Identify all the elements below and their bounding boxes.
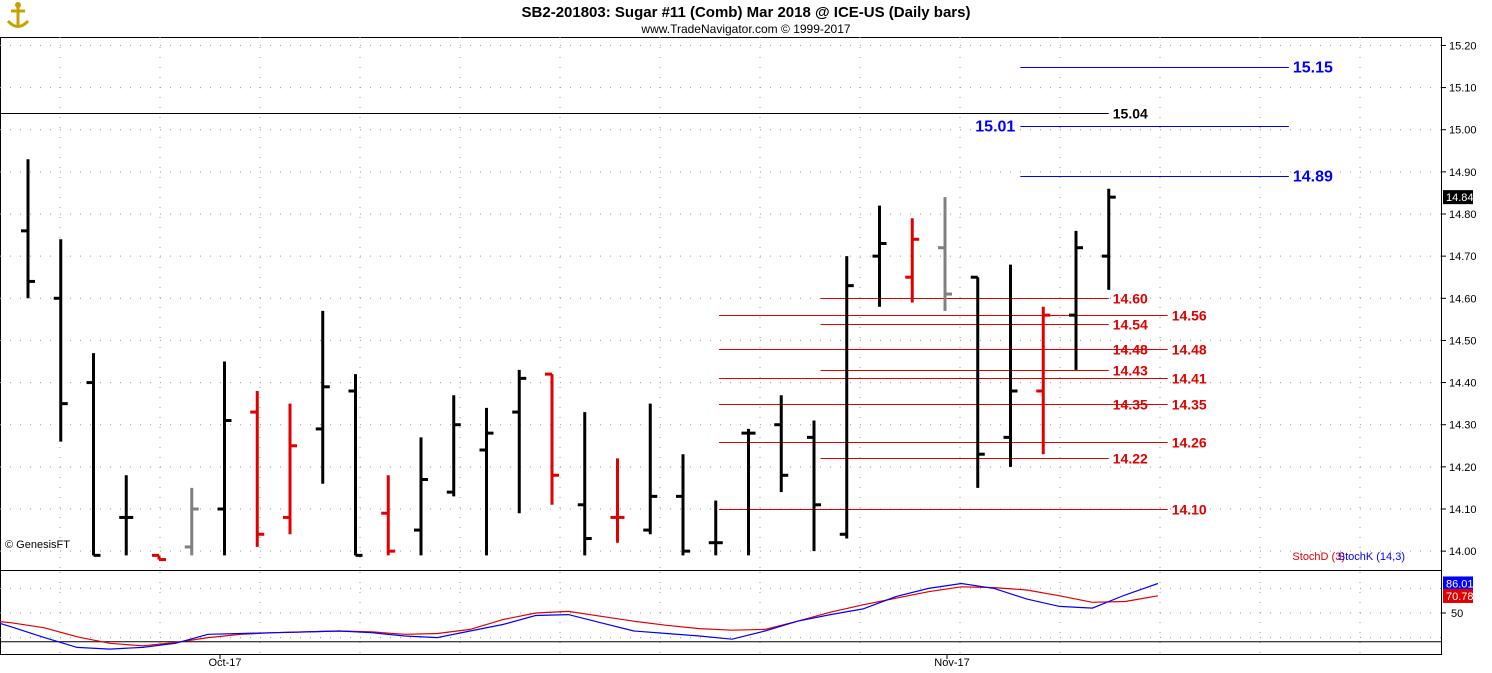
tick-label: 14.20 [1449, 462, 1477, 474]
level-label: 14.41 [1172, 371, 1207, 387]
date-label: Oct-17 [208, 657, 241, 669]
ohlc-bar [643, 403, 658, 535]
tick-label: 14.80 [1449, 209, 1477, 221]
level-label: 15.04 [1113, 106, 1148, 122]
anchor-logo-icon [6, 2, 30, 28]
watermark: © GenesisFT [5, 539, 70, 551]
tick-label: 14.30 [1449, 420, 1477, 432]
tick-label: 14.50 [1449, 335, 1477, 347]
ohlc-bar [414, 437, 428, 556]
ohlc-bar [610, 458, 625, 543]
level-label: 14.54 [1113, 317, 1148, 333]
series-line [0, 586, 1159, 647]
ohlc-bar [839, 256, 854, 539]
ohlc-bar [152, 553, 166, 562]
price-bars [21, 159, 1116, 562]
ohlc-bar [545, 372, 559, 505]
ohlc-bar [21, 159, 35, 299]
tick-label: 14.40 [1449, 378, 1477, 390]
last-price-label: 14.84 [1446, 192, 1474, 204]
oscillator-grid [0, 572, 1441, 654]
osc-value-badge [1443, 588, 1473, 603]
level-label: 14.56 [1172, 308, 1207, 324]
ohlc-bar [283, 403, 297, 535]
tick-label: 14.10 [1449, 504, 1477, 516]
ohlc-bar [577, 412, 592, 556]
osc-value-label: 86.01 [1446, 578, 1474, 590]
legend-entry: StochK (14,3) [1338, 551, 1405, 563]
ohlc-bar [119, 475, 134, 556]
levels: 15.15 15.04 15.01 14.89 14.60 14.56 14.54 14.48… [0, 60, 1333, 518]
tick-label: 50 [1451, 608, 1463, 620]
level-label: 15.15 [1293, 60, 1333, 77]
series-line [0, 582, 1159, 650]
ohlc-bar [708, 500, 723, 556]
price-grid [0, 37, 1441, 570]
ohlc-bar [905, 218, 920, 303]
level-label: 14.48 [1172, 342, 1207, 358]
ohlc-bar [348, 374, 363, 557]
ohlc-bar [938, 197, 952, 311]
chart-subtitle: www.TradeNavigator.com © 1999-2017 [640, 22, 850, 36]
level-label: 14.35 [1172, 397, 1207, 413]
ohlc-bar [1036, 306, 1051, 455]
tick-label: 14.60 [1449, 293, 1477, 305]
date-label: Nov-17 [934, 657, 969, 669]
ohlc-bar [774, 395, 789, 493]
ohlc-bar [1069, 230, 1083, 370]
level-label: 14.10 [1172, 502, 1207, 518]
ohlc-bar [315, 310, 330, 484]
ohlc-bar [1101, 188, 1116, 290]
ohlc-bar [807, 420, 821, 552]
chart-frame [0, 37, 1442, 655]
tick-label: 15.20 [1449, 40, 1477, 52]
ohlc-bar [381, 475, 396, 556]
tick-label: 15.00 [1449, 125, 1477, 137]
stochastic-lines: StochD (3)StochK (14,3) [0, 551, 1405, 650]
ohlc-bar [1003, 264, 1018, 467]
ohlc-bar [250, 391, 265, 547]
legend-entry: StochD (3) [1292, 551, 1345, 563]
level-label: 14.26 [1172, 435, 1207, 451]
tick-label: 14.70 [1449, 251, 1477, 263]
level-label: 14.89 [1293, 169, 1333, 186]
price-axis: 14.00 14.10 14.20 14.30 14.40 14.50 14.60 14.70… [1441, 40, 1477, 620]
ohlc-bar [512, 369, 527, 514]
ohlc-bar [872, 205, 887, 307]
ohlc-bar [741, 428, 756, 556]
level-label: 14.60 [1113, 291, 1148, 307]
date-axis: Oct-17 Nov-17 [208, 654, 970, 669]
ohlc-bar [479, 407, 494, 556]
level-label: 15.01 [975, 119, 1015, 136]
ohlc-bar [217, 361, 232, 556]
tick-label: 15.10 [1449, 83, 1477, 95]
ohlc-bar [184, 487, 199, 556]
osc-value-badge [1443, 576, 1473, 591]
level-label: 14.22 [1113, 451, 1148, 467]
ohlc-bar [970, 275, 985, 488]
tick-label: 14.00 [1449, 546, 1477, 558]
ohlc-bar [53, 239, 68, 442]
level-label: 14.43 [1113, 363, 1148, 379]
osc-value-label: 70.78 [1446, 591, 1474, 603]
tick-label: 14.90 [1449, 167, 1477, 179]
last-price-badge [1443, 190, 1473, 205]
ohlc-bar [446, 395, 461, 497]
chart-title: SB2-201803: Sugar #11 (Comb) Mar 2018 @ … [522, 4, 971, 21]
ohlc-bar [86, 353, 101, 557]
ohlc-bar [676, 454, 690, 556]
